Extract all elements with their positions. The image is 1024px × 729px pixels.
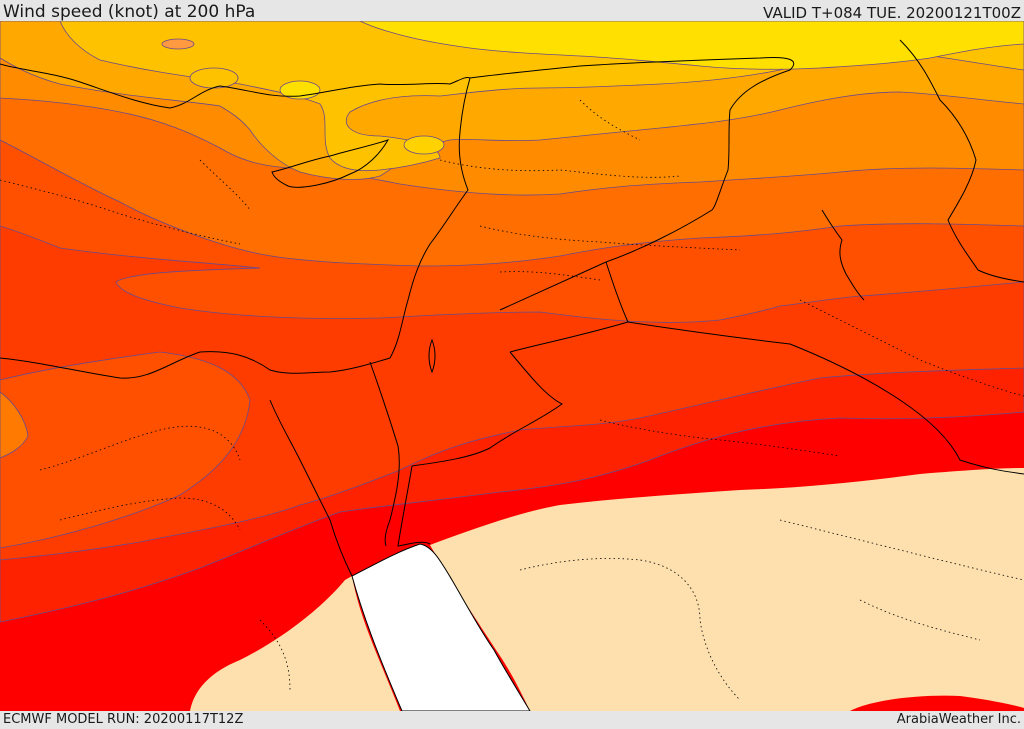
band-2-bubble-a: [161, 38, 195, 50]
band-1: [359, 21, 1024, 70]
red-sea: [351, 543, 531, 711]
valid-time: VALID T+084 TUE. 20200121T00Z: [763, 4, 1021, 22]
coastlines: [0, 39, 1024, 577]
masked-land-southwest: [190, 576, 400, 711]
header-bar: Wind speed (knot) at 200 hPa VALID T+084…: [0, 0, 1024, 22]
map-title: Wind speed (knot) at 200 hPa: [3, 2, 256, 22]
band-6-west: [0, 351, 251, 549]
admin-boundaries: [0, 99, 1024, 701]
wind-speed-map[interactable]: [0, 21, 1024, 711]
model-run: ECMWF MODEL RUN: 20200117T12Z: [3, 712, 244, 727]
band-4-spot: [0, 391, 29, 459]
credit: ArabiaWeather Inc.: [896, 712, 1021, 727]
band-2-bubble-b: [189, 67, 239, 89]
masked-land-southeast: [430, 468, 1024, 711]
band-9-patch: [850, 695, 1024, 711]
footer-bar: ECMWF MODEL RUN: 20200117T12Z ArabiaWeat…: [0, 711, 1024, 729]
band-1-bubble-d: [403, 135, 445, 155]
